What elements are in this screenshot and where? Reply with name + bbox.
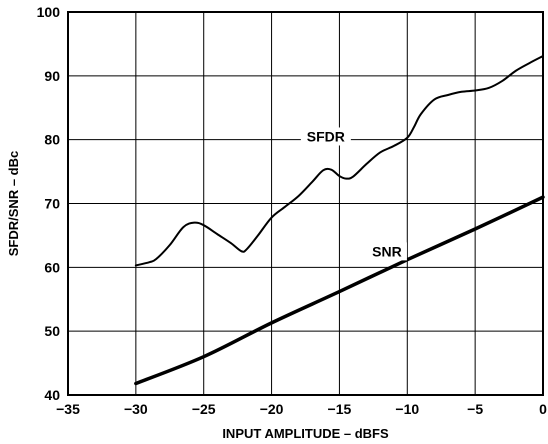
x-tick-label: −5 [467,401,483,417]
label-background [366,242,407,261]
x-tick-label: −25 [192,401,216,417]
x-tick-label: −30 [124,401,148,417]
y-axis-title: SFDR/SNR – dBc [6,151,21,256]
x-tick-label: −20 [260,401,284,417]
y-tick-label: 50 [44,323,60,339]
label-background [300,127,351,146]
y-tick-label: 60 [44,259,60,275]
series-label-snr: SNR [366,242,407,261]
y-axis-ticks: 40 50 60 70 80 90 100 [37,4,61,403]
series-line-snr [134,195,545,386]
plot-frame [67,11,544,396]
annotation-layer: SFDR SNR [300,127,407,261]
x-axis-title: INPUT AMPLITUDE – dBFS [222,426,389,441]
x-axis-ticks: −35 −30 −25 −20 −15 −10 −5 0 [56,401,547,417]
y-tick-label: 80 [44,132,60,148]
series-label-sfdr: SFDR [300,127,351,146]
x-tick-label: −10 [395,401,419,417]
y-tick-label: 40 [44,387,60,403]
x-tick-label: −35 [56,401,80,417]
x-tick-label: 0 [539,401,547,417]
series-layer [134,55,545,386]
series-line-sfdr [134,55,544,267]
series-label-text: SFDR [307,128,345,144]
y-tick-label: 70 [44,196,60,212]
y-tick-label: 90 [44,68,60,84]
x-tick-label: −15 [328,401,352,417]
series-label-text: SNR [372,243,402,259]
y-tick-label: 100 [37,4,61,20]
